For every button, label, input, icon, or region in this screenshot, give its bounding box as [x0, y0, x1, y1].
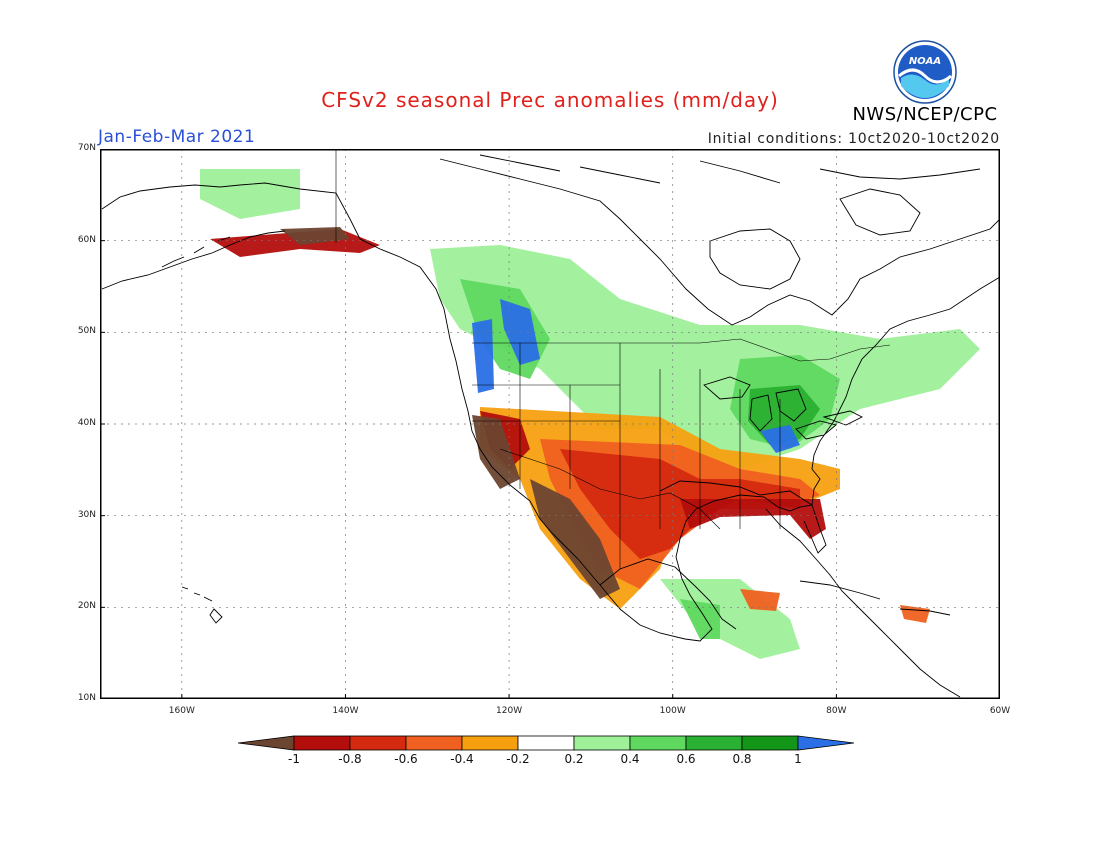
agency-label: NWS/NCEP/CPC	[852, 104, 998, 125]
map-title: CFSv2 seasonal Prec anomalies (mm/day)	[321, 88, 779, 112]
latitude-label: 70N	[77, 143, 96, 153]
latitude-label: 30N	[77, 509, 96, 520]
colorbar-tick-label: -0.4	[450, 752, 474, 766]
latitude-label: 60N	[77, 234, 96, 245]
latitude-label: 40N	[77, 418, 96, 428]
colorbar-tick-label: 0.6	[676, 752, 696, 766]
colorbar-tick-label: 1	[794, 752, 802, 766]
longitude-label: 60W	[989, 706, 1011, 716]
colorbar-tick-label: 0.4	[620, 752, 640, 766]
colorbar-tick-label: -0.6	[394, 752, 418, 766]
noaa-logo	[893, 40, 957, 104]
initial-conditions: Initial conditions: 10ct2020-10ct2020	[707, 131, 1000, 147]
logo-text: NOAA	[908, 56, 942, 67]
forecast-period: Jan-Feb-Mar 2021	[98, 127, 256, 147]
political-boundaries	[335, 149, 891, 569]
latitude-label: 20N	[77, 601, 96, 612]
longitude-label: 160W	[168, 706, 195, 716]
axis-ticks	[100, 240, 837, 699]
colorbar-tick-label: 0.8	[732, 752, 752, 766]
colorbar-tick-label: -0.8	[338, 752, 362, 766]
colorbar-tick-label: -0.2	[506, 752, 530, 766]
colorbar-tick-label: -1	[288, 752, 300, 766]
latitude-label: 10N	[77, 693, 96, 703]
latitude-label: 50N	[77, 326, 96, 337]
longitude-label: 80W	[826, 706, 847, 716]
colorbar-tick-label: 0.2	[564, 752, 584, 766]
graticule	[100, 149, 1000, 699]
longitude-label: 100W	[659, 706, 686, 716]
longitude-label: 120W	[496, 706, 523, 716]
colorbar	[238, 735, 855, 751]
longitude-label: 140W	[332, 706, 359, 716]
anomaly-field	[200, 169, 980, 659]
map-panel	[100, 149, 1000, 699]
